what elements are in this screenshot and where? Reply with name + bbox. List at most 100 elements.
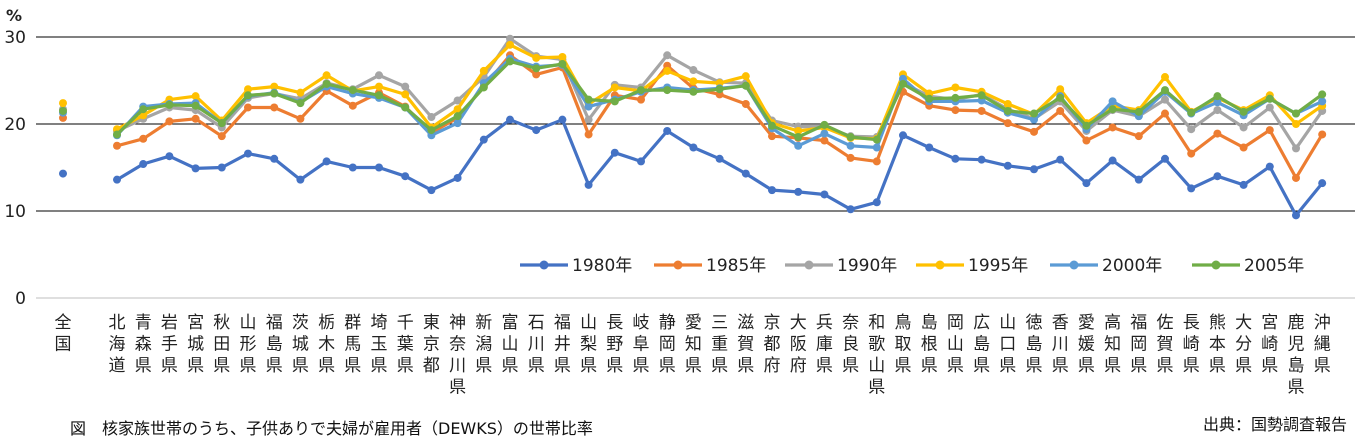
- x-tick-label: 宮城県: [187, 313, 204, 376]
- y-tick-label: 0: [15, 289, 26, 309]
- data-point: [689, 143, 698, 152]
- data-point: [1187, 184, 1196, 193]
- x-tick-label: 神奈川県: [449, 313, 466, 398]
- data-point: [1213, 92, 1222, 101]
- data-point: [1003, 119, 1012, 128]
- data-point: [165, 100, 174, 109]
- x-tick-label: 鹿児島県: [1288, 313, 1305, 398]
- data-point: [584, 115, 593, 124]
- x-tick-label: 宮崎県: [1261, 313, 1278, 376]
- x-tick-label: 福岡県: [1130, 313, 1147, 376]
- data-point: [663, 66, 672, 75]
- data-point: [846, 133, 855, 142]
- data-point: [453, 112, 462, 121]
- data-point: [296, 99, 305, 108]
- data-point: [427, 186, 436, 195]
- data-point: [637, 86, 645, 95]
- data-point: [217, 132, 226, 141]
- data-point: [506, 115, 514, 124]
- data-point: [1108, 105, 1117, 114]
- data-point: [113, 141, 121, 150]
- data-point: [794, 126, 803, 135]
- data-point: [1265, 94, 1274, 103]
- legend-marker: [1211, 260, 1221, 270]
- data-point: [191, 114, 200, 123]
- data-point: [401, 90, 410, 99]
- data-point: [872, 135, 881, 144]
- data-point: [322, 157, 331, 166]
- data-point: [270, 89, 279, 98]
- data-point: [1187, 149, 1196, 158]
- data-point: [479, 135, 488, 144]
- data-point: [1134, 107, 1143, 116]
- data-point: [1056, 106, 1065, 115]
- x-tick-label: 岩手県: [161, 313, 178, 376]
- data-point: [1003, 161, 1012, 170]
- x-tick-label: 福井県: [554, 313, 571, 376]
- x-tick-label: 長崎県: [1183, 313, 1200, 376]
- data-point: [322, 71, 331, 80]
- data-point: [217, 119, 226, 128]
- data-point: [1082, 179, 1091, 188]
- data-point: [820, 120, 829, 129]
- x-tick-label: 大阪府: [790, 313, 807, 376]
- data-point: [165, 117, 174, 126]
- data-point: [113, 175, 121, 184]
- x-tick-label: 新潟県: [475, 313, 492, 376]
- data-point: [59, 106, 67, 115]
- x-tick-label: 北海道: [109, 313, 126, 376]
- data-point: [951, 83, 960, 92]
- x-tick-label: 徳島県: [1026, 313, 1043, 376]
- data-point: [1292, 173, 1300, 182]
- figure-caption: 図 核家族世帯のうち、子供ありで夫婦が雇用者（DEWKS）の世帯比率: [70, 419, 593, 438]
- data-point: [479, 66, 488, 75]
- x-tick-label: 京都府: [764, 313, 781, 376]
- data-point: [139, 160, 148, 169]
- data-point: [1161, 86, 1169, 95]
- data-point: [1239, 143, 1248, 152]
- data-point: [846, 205, 855, 214]
- data-point: [1187, 108, 1196, 117]
- data-point: [1161, 95, 1169, 104]
- legend-label: 2000年: [1102, 256, 1162, 276]
- x-tick-label: 秋田県: [213, 313, 230, 376]
- data-point: [1056, 85, 1065, 94]
- data-point: [1161, 154, 1169, 163]
- legend-item: 1985年: [654, 256, 766, 276]
- data-point: [401, 103, 410, 112]
- data-point: [637, 95, 645, 104]
- data-point: [1318, 90, 1327, 99]
- data-point: [1056, 93, 1065, 102]
- legend-label: 1995年: [968, 256, 1028, 276]
- data-point: [1213, 129, 1222, 138]
- data-point: [610, 83, 619, 92]
- legend-marker: [1069, 260, 1079, 270]
- data-point: [1108, 123, 1117, 132]
- x-tick-label: 栃木県: [318, 313, 335, 376]
- gridlines: [36, 36, 1355, 299]
- data-point: [244, 91, 252, 100]
- data-point: [217, 163, 226, 172]
- data-point: [270, 82, 279, 91]
- data-point: [375, 91, 383, 100]
- data-point: [951, 93, 960, 102]
- data-point: [977, 106, 986, 115]
- data-point: [1134, 175, 1143, 184]
- legend-marker: [673, 260, 683, 270]
- data-point: [925, 143, 934, 152]
- data-point: [532, 53, 541, 62]
- data-point: [427, 126, 436, 135]
- data-point: [1318, 97, 1327, 106]
- x-tick-label: 埼玉県: [371, 313, 388, 376]
- data-point: [453, 96, 462, 105]
- y-unit-label: %: [6, 6, 22, 25]
- data-point: [1056, 155, 1065, 164]
- x-tick-label: 島根県: [921, 313, 938, 376]
- data-point: [741, 72, 750, 81]
- y-tick-label: 20: [4, 115, 26, 135]
- data-point: [1292, 144, 1300, 153]
- x-tick-label: 千葉県: [397, 313, 414, 376]
- data-point: [584, 180, 593, 189]
- data-point: [244, 149, 252, 158]
- x-axis-labels: 全国 北海道青森県岩手県宮城県秋田県山形県福島県茨城県栃木県群馬県埼玉県千葉県東京…: [55, 313, 1331, 398]
